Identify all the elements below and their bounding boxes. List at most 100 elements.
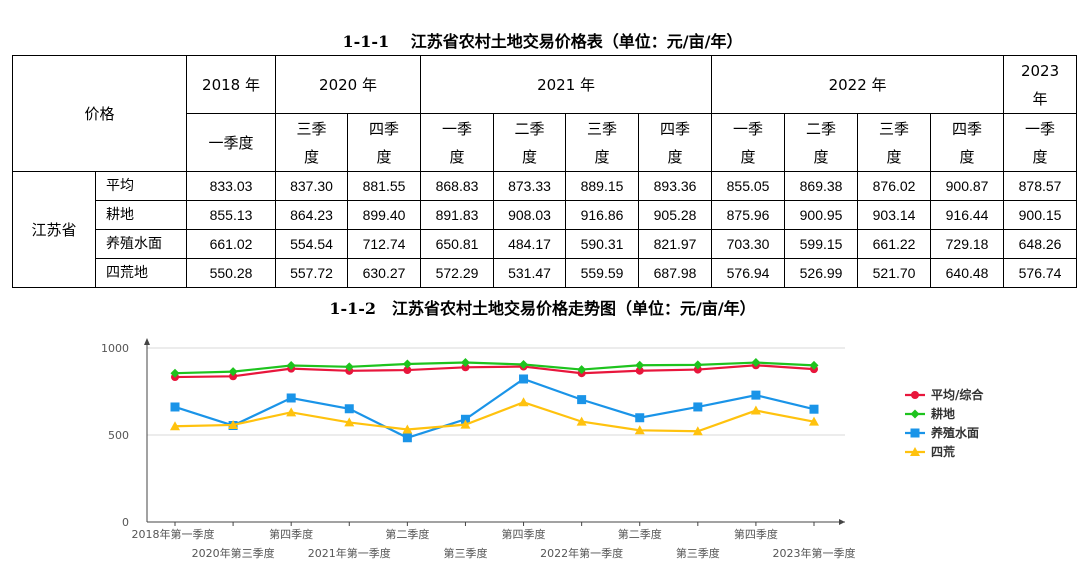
table-cell: 661.02 [186,229,277,259]
year-header: 2020 年 [275,55,422,114]
data-point [693,365,702,374]
table-cell: 599.15 [784,229,859,259]
data-point [460,419,471,429]
quarter-header: 一季 度 [711,113,786,172]
table-cell: 905.28 [638,200,713,230]
data-point [402,359,412,369]
y-tick-label: 0 [122,516,129,529]
table-cell: 900.15 [1003,200,1078,230]
table-cell: 648.26 [1003,229,1078,259]
quarter-header-row: 一季度 三季 度四季 度一季 度二季 度三季 度四季 度一季 度二季 度三季 度四… [13,113,1078,172]
table-cell: 703.30 [711,229,786,259]
data-point [403,366,412,375]
table-cell: 868.83 [420,171,495,201]
table-cell: 650.81 [420,229,495,259]
data-point [635,360,645,370]
table-cell: 900.95 [784,200,859,230]
data-point [634,425,645,435]
legend-label: 平均/综合 [931,387,984,402]
data-point [809,416,819,426]
x-axis-arrow [839,519,845,525]
data-point [519,374,529,384]
quarter-header: 二季 度 [784,113,859,172]
x-tick-label: 第四季度 [502,527,546,541]
data-point [344,417,355,427]
data-point [461,363,470,372]
legend-label: 养殖水面 [930,425,979,440]
x-tick-label: 第二季度 [385,527,429,541]
table-cell: 526.99 [784,258,859,288]
table-cell: 833.03 [186,171,277,201]
y-axis-arrow [144,338,150,345]
data-point [460,414,470,424]
legend-marker [911,391,919,399]
x-tick-label: 2021年第一季度 [308,546,391,560]
table-cell: 630.27 [347,258,422,288]
row-label: 耕地 [94,200,188,230]
year-header: 2018 年 [186,55,277,114]
data-point [519,359,529,369]
data-point [635,366,644,375]
table-cell: 837.30 [275,171,349,201]
quarter-header: 四季 度 [930,113,1005,172]
data-point [170,421,180,431]
table-row: 养殖水面 661.02 554.54 712.74 650.81 484.17 590.31… [13,229,1078,259]
chart-title: 1-1-2 江苏省农村土地交易价格走势图（单位：元/亩/年） [329,299,756,318]
data-point [635,413,645,423]
table-cell: 916.86 [565,200,640,230]
row-label: 养殖水面 [94,229,188,259]
x-tick-label: 第三季度 [443,546,487,560]
table-cell: 899.40 [347,200,422,230]
table-cell: 554.54 [275,229,349,259]
series-line [174,401,815,433]
quarter-header: 二季 度 [493,113,567,172]
quarter-header: 一季 度 [1003,113,1078,172]
x-tick-label: 2023年第一季度 [773,546,856,560]
data-point [286,407,297,417]
data-point [751,390,761,400]
table-cell: 640.48 [930,258,1005,288]
row-label: 四荒地 [94,258,188,288]
table-cell: 821.97 [638,229,713,259]
table-cell: 916.44 [930,200,1005,230]
table-cell: 903.14 [857,200,932,230]
data-point [577,395,587,405]
table-cell: 881.55 [347,171,422,201]
series-line [174,361,815,375]
table-cell: 576.94 [711,258,786,288]
data-point [344,362,354,372]
table-cell: 729.18 [930,229,1005,259]
table-cell: 876.02 [857,171,932,201]
x-tick-label: 2022年第一季度 [540,546,623,560]
data-point [809,404,819,414]
table-cell: 864.23 [275,200,349,230]
table-cell: 590.31 [565,229,640,259]
data-point [693,360,703,370]
quarter-header: 三季 度 [857,113,932,172]
quarter-header: 四季 度 [347,113,422,172]
year-header: 2023 年 [1003,55,1078,114]
data-point [286,361,296,371]
data-point [170,402,180,412]
data-point [170,368,180,378]
table-cell: 484.17 [493,229,567,259]
quarter-header: 三季 度 [565,113,640,172]
region-label: 江苏省 [12,171,96,288]
table-cell: 661.22 [857,229,932,259]
legend-label: 四荒 [931,444,955,459]
quarter-header: 四季 度 [638,113,713,172]
y-tick-label: 500 [108,429,129,442]
data-point [518,397,529,407]
legend-label: 耕地 [931,406,955,421]
x-tick-label: 第四季度 [734,527,778,541]
table-cell: 550.28 [186,258,277,288]
data-point [402,433,412,443]
legend-marker [910,409,920,419]
series-line [174,364,815,379]
x-tick-label: 第三季度 [676,546,720,560]
x-tick-label: 第四季度 [269,527,313,541]
table-cell: 557.72 [275,258,349,288]
table-cell: 531.47 [493,258,567,288]
data-point [577,365,587,375]
data-point [344,404,354,414]
